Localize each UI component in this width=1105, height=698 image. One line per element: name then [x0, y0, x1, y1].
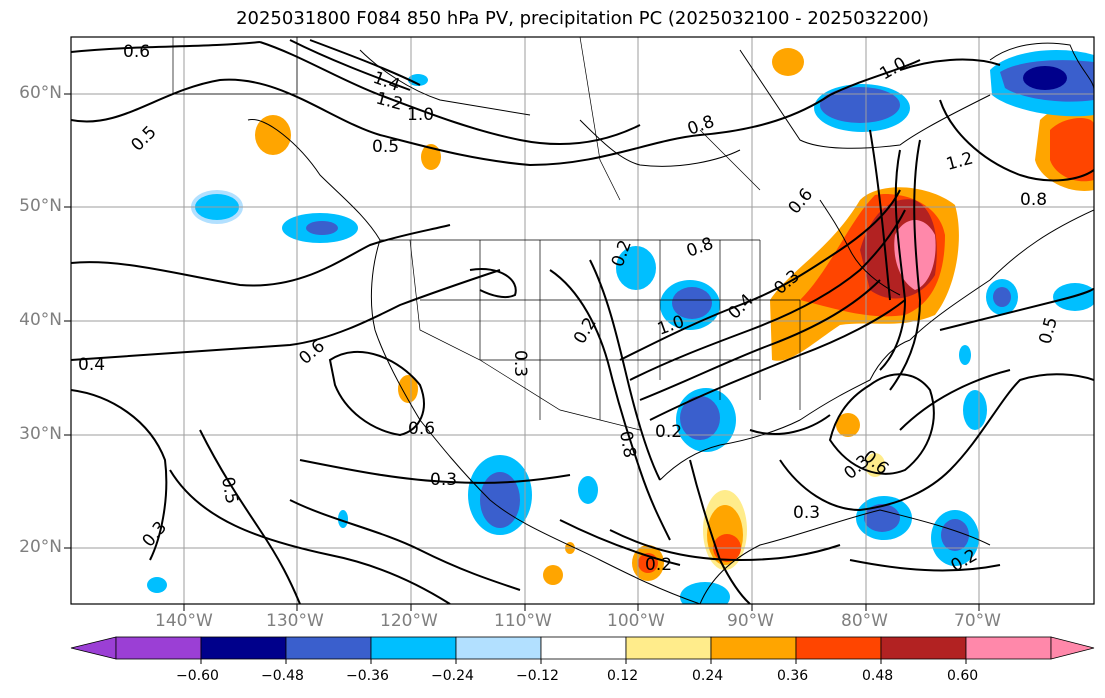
contour-label: 0.6 [408, 419, 435, 439]
colorbar-segment [795, 636, 882, 660]
contour-label: 1.0 [407, 105, 434, 125]
precip-shading [147, 48, 1094, 604]
contour-label: 0.5 [372, 137, 399, 157]
lat-label: 50°N [19, 196, 62, 216]
colorbar-tick-label: −0.24 [431, 668, 474, 684]
map-area: 0.6 1.4 1.2 1.0 0.5 0.5 0.8 0.6 0.8 1.0 … [64, 36, 1095, 611]
contour-label: 0.3 [510, 350, 530, 377]
colorbar-tick-label: −0.48 [261, 668, 304, 684]
colorbar-segment [625, 636, 712, 660]
lon-label: 80°W [841, 611, 888, 631]
colorbar-tick-label: −0.12 [516, 668, 559, 684]
colorbar-segment [540, 636, 627, 660]
colorbar-segment [880, 636, 967, 660]
colorbar-segment [1050, 636, 1095, 660]
lon-label: 140°W [155, 611, 213, 631]
lon-label: 110°W [494, 611, 552, 631]
colorbar-tick-label: 0.48 [862, 668, 894, 684]
colorbar-tick-label: −0.60 [176, 668, 219, 684]
lat-label: 20°N [19, 537, 62, 557]
contour-label: 0.3 [793, 503, 820, 523]
coastlines [247, 42, 1094, 604]
contour-label: 0.2 [645, 555, 672, 575]
colorbar-segment [965, 636, 1052, 660]
colorbar-tick-label: −0.36 [346, 668, 389, 684]
lon-label: 100°W [607, 611, 665, 631]
contour-label: 0.3 [430, 470, 457, 490]
contour-label: 0.6 [123, 42, 150, 62]
contour-label: 0.4 [78, 355, 105, 375]
lon-label: 120°W [380, 611, 438, 631]
colorbar [70, 636, 1095, 664]
pv-contours [71, 39, 1094, 604]
contour-label: 0.8 [1020, 190, 1047, 210]
lat-label: 40°N [19, 310, 62, 330]
lon-label: 90°W [727, 611, 774, 631]
colorbar-segment [200, 636, 287, 660]
colorbar-segment [710, 636, 797, 660]
colorbar-tick-label: 0.24 [692, 668, 724, 684]
lat-label: 30°N [19, 424, 62, 444]
colorbar-tick-label: 0.60 [947, 668, 979, 684]
colorbar-segment [455, 636, 542, 660]
contour-label: 0.5 [217, 475, 241, 505]
colorbar-segment [370, 636, 457, 660]
colorbar-tick-label: 0.36 [777, 668, 809, 684]
colorbar-segment [70, 636, 117, 660]
colorbar-segment [285, 636, 372, 660]
lat-label: 60°N [19, 83, 62, 103]
contour-label: 0.2 [655, 422, 682, 442]
lon-label: 130°W [266, 611, 324, 631]
map-title: 2025031800 F084 850 hPa PV, precipitatio… [236, 8, 929, 29]
colorbar-tick-label: 0.12 [607, 668, 639, 684]
lon-label: 70°W [954, 611, 1001, 631]
colorbar-segment [115, 636, 202, 660]
state-borders [172, 37, 801, 431]
contour-label: 0.8 [615, 429, 639, 459]
